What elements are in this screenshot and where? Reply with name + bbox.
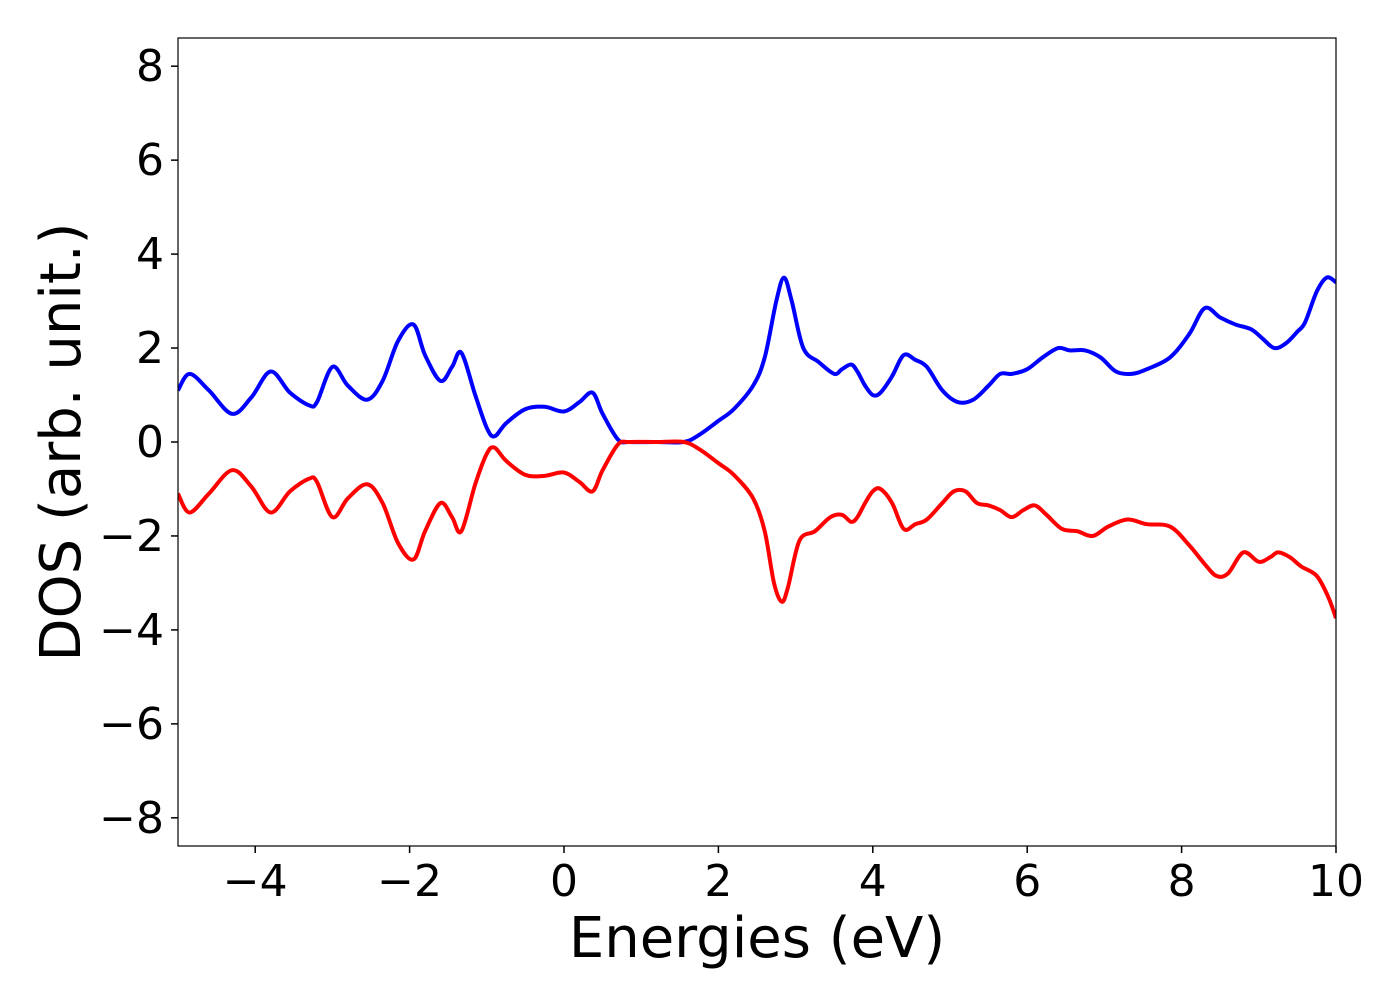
series-line-2 [178, 439, 1336, 619]
x-tick-label: 0 [550, 856, 578, 907]
x-tick-label: 6 [1013, 856, 1041, 907]
x-axis-ticks: −4 −2 0 2 4 6 8 10 [223, 846, 1364, 907]
x-tick-label: −2 [377, 856, 442, 907]
x-tick-label: 8 [1168, 856, 1196, 907]
y-tick-label: −2 [99, 511, 164, 562]
y-tick-label: −4 [99, 605, 164, 656]
x-tick-label: 4 [859, 856, 887, 907]
y-tick-label: 4 [136, 229, 164, 280]
y-tick-label: −8 [99, 793, 164, 844]
x-tick-label: 10 [1308, 856, 1364, 907]
y-tick-label: 2 [136, 323, 164, 374]
y-axis-title: DOS (arb. unit.) [29, 222, 94, 661]
y-tick-label: 6 [136, 135, 164, 186]
y-tick-label: −6 [99, 699, 164, 750]
series-line-1 [178, 275, 1336, 445]
series-layer [178, 275, 1336, 619]
y-axis-ticks: −8 −6 −4 −2 0 2 4 6 8 [99, 41, 178, 844]
x-tick-label: −4 [223, 856, 288, 907]
x-tick-label: 2 [704, 856, 732, 907]
y-tick-label: 8 [136, 41, 164, 92]
x-axis-title: Energies (eV) [569, 906, 945, 971]
y-tick-label: 0 [136, 417, 164, 468]
